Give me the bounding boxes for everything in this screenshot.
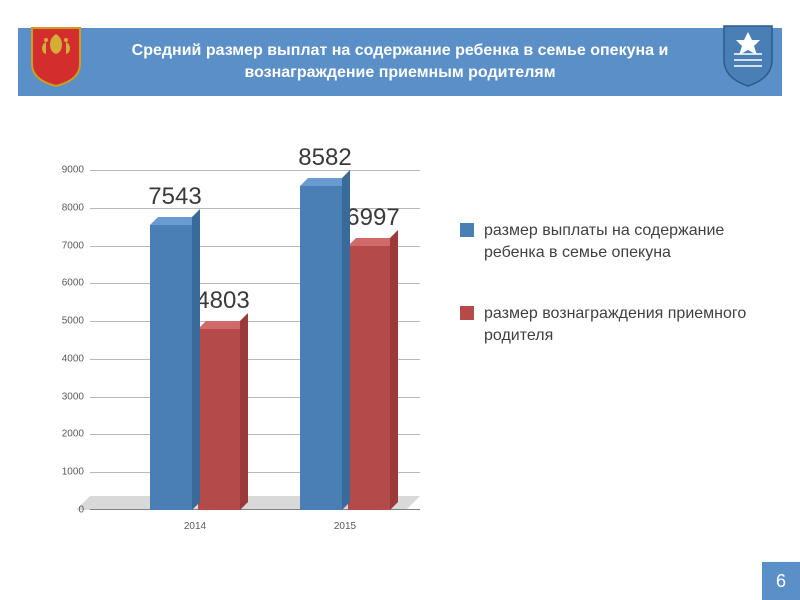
legend: размер выплаты на содержание ребенка в с…	[460, 220, 750, 386]
y-axis-tick: 0	[50, 505, 84, 516]
x-axis-tick: 2015	[334, 521, 356, 532]
russian-coat-of-arms-icon	[28, 24, 84, 88]
data-label: 4803	[196, 287, 249, 315]
bar	[198, 329, 240, 510]
bar	[348, 246, 390, 510]
x-axis-tick: 2014	[184, 521, 206, 532]
data-label: 7543	[148, 183, 201, 211]
page-title: Средний размер выплат на содержание ребе…	[18, 40, 782, 83]
ministry-emblem-icon	[718, 18, 778, 88]
plot-area: 0100020003000400050006000700080009000201…	[90, 170, 420, 510]
legend-item: размер выплаты на содержание ребенка в с…	[460, 220, 750, 263]
y-axis-tick: 4000	[50, 353, 84, 364]
chart-container: 0 1000 2000 3000 4000 5000 6000 7000 8000 9000 201…	[40, 130, 760, 550]
y-axis-tick: 3000	[50, 391, 84, 402]
bar	[150, 225, 192, 510]
bar	[300, 186, 342, 510]
title-bar: Средний размер выплат на содержание ребе…	[18, 28, 782, 96]
y-axis-tick: 7000	[50, 240, 84, 251]
y-axis-tick: 5000	[50, 316, 84, 327]
page-number: 6	[762, 562, 800, 600]
grid-line	[90, 170, 420, 171]
data-label: 6997	[346, 204, 399, 232]
data-label: 8582	[298, 144, 351, 172]
legend-swatch	[460, 306, 474, 320]
legend-item: размер вознаграждения приемного родителя	[460, 303, 750, 346]
legend-label: размер вознаграждения приемного родителя	[484, 303, 750, 346]
y-axis-tick: 9000	[50, 165, 84, 176]
y-axis-tick: 8000	[50, 202, 84, 213]
legend-label: размер выплаты на содержание ребенка в с…	[484, 220, 750, 263]
legend-swatch	[460, 223, 474, 237]
y-axis-tick: 2000	[50, 429, 84, 440]
y-axis-tick: 1000	[50, 467, 84, 478]
y-axis-tick: 6000	[50, 278, 84, 289]
